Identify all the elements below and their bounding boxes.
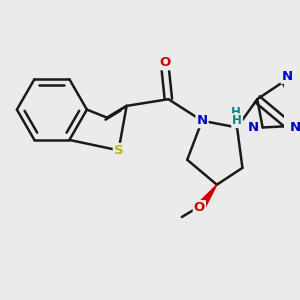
Polygon shape [199,185,217,207]
Text: H: H [232,114,242,127]
Text: S: S [114,144,123,157]
Text: N: N [281,70,292,83]
Text: O: O [159,56,171,69]
Text: H: H [231,106,241,119]
Text: O: O [194,201,205,214]
Text: N: N [196,114,208,127]
Text: N: N [248,121,259,134]
Text: N: N [290,121,300,134]
